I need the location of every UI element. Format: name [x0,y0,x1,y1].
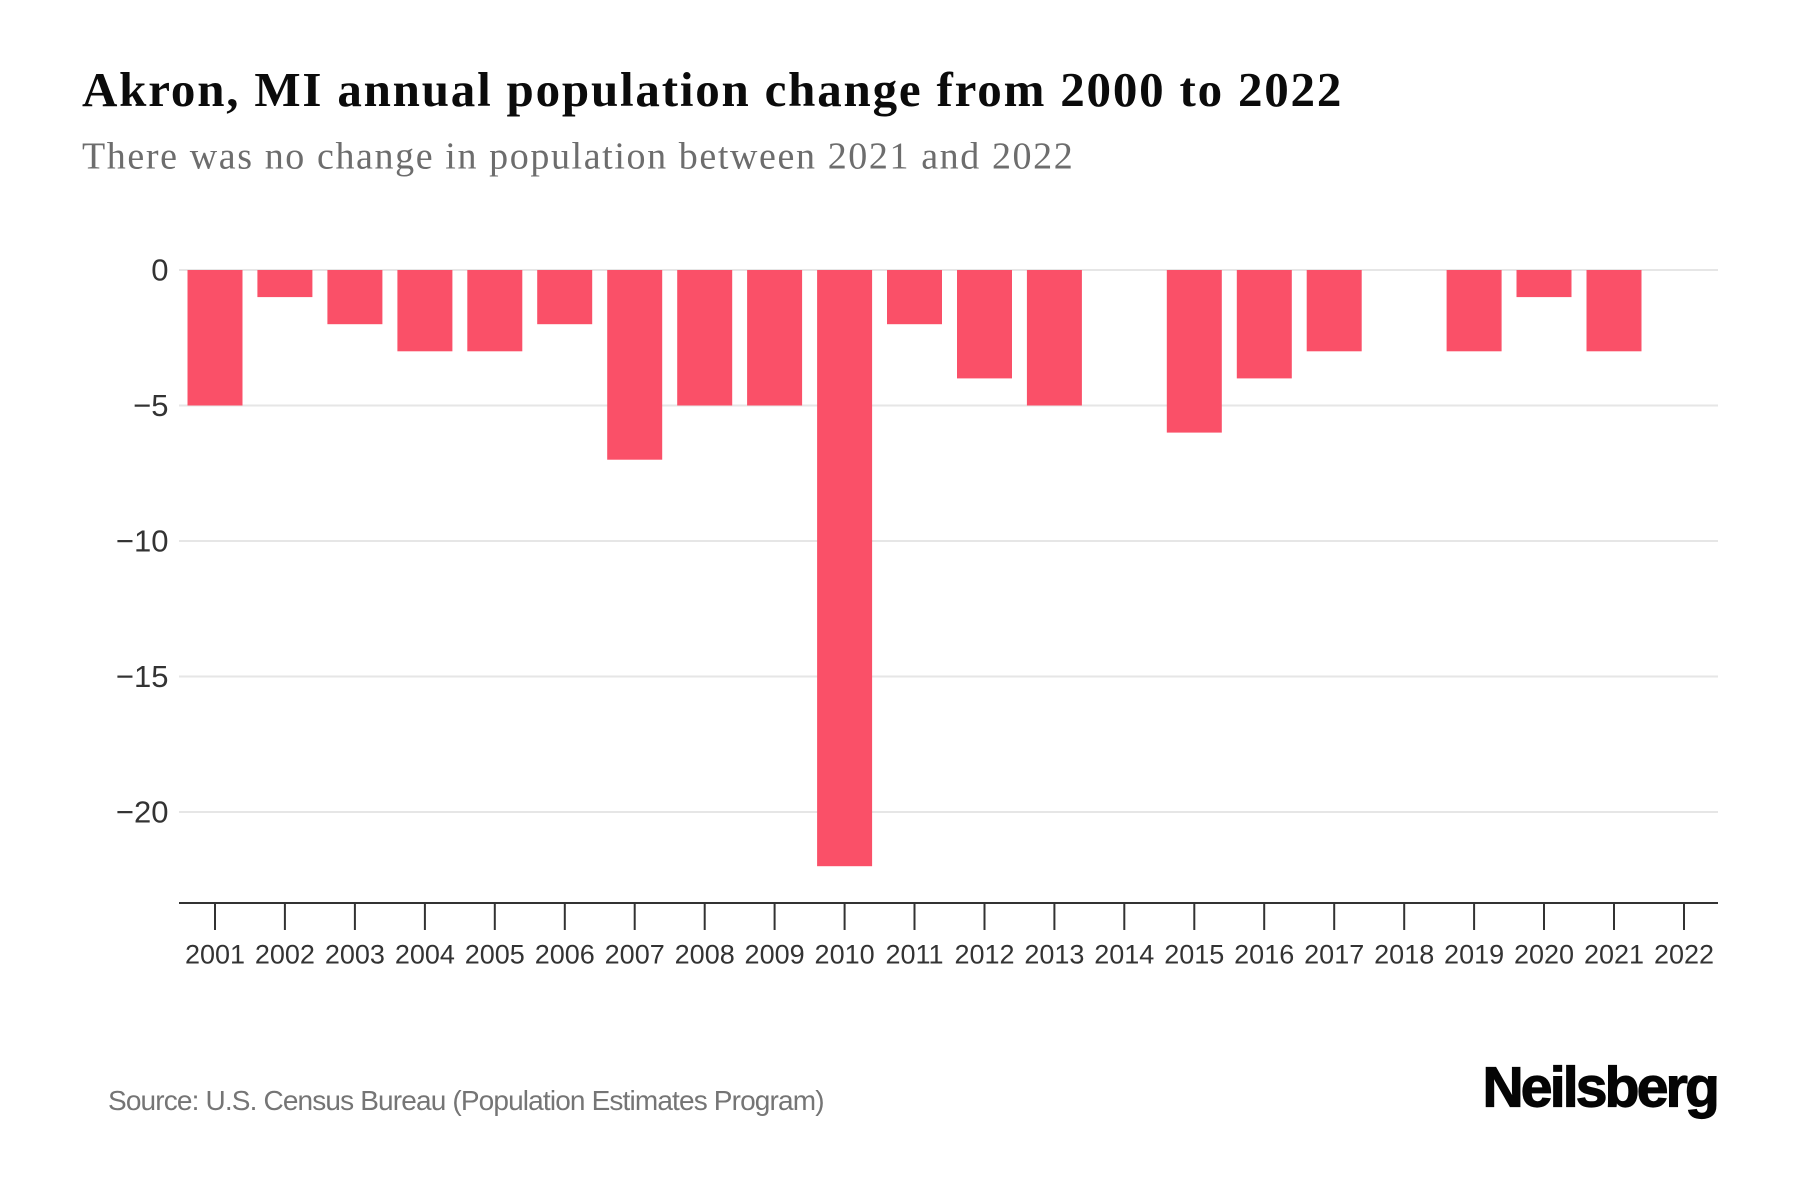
svg-text:2013: 2013 [1024,940,1084,970]
svg-text:2010: 2010 [815,940,875,970]
svg-text:2014: 2014 [1094,940,1154,970]
svg-text:Akron, MI annual population ch: Akron, MI annual population change from … [82,62,1343,117]
svg-text:Neilsberg: Neilsberg [1482,1056,1717,1120]
svg-text:2009: 2009 [745,940,805,970]
svg-text:2021: 2021 [1584,940,1644,970]
svg-text:Source: U.S. Census Bureau (Po: Source: U.S. Census Bureau (Population E… [108,1085,824,1116]
svg-text:2003: 2003 [325,940,385,970]
svg-text:2008: 2008 [675,940,735,970]
svg-text:2018: 2018 [1374,940,1434,970]
svg-text:2012: 2012 [954,940,1014,970]
svg-text:2019: 2019 [1444,940,1504,970]
svg-text:−20: −20 [116,794,169,829]
svg-text:There was no change in populat: There was no change in population betwee… [82,136,1074,178]
svg-text:2015: 2015 [1164,940,1224,970]
svg-text:2001: 2001 [185,940,245,970]
svg-text:0: 0 [151,252,168,287]
svg-text:2022: 2022 [1654,940,1714,970]
svg-text:2020: 2020 [1514,940,1574,970]
svg-text:2006: 2006 [535,940,595,970]
svg-text:2011: 2011 [885,940,943,970]
svg-text:2002: 2002 [255,940,315,970]
svg-text:2016: 2016 [1234,940,1294,970]
svg-text:2017: 2017 [1304,940,1364,970]
svg-text:−10: −10 [116,523,169,558]
svg-text:−15: −15 [116,659,169,694]
svg-text:2004: 2004 [395,940,455,970]
svg-text:2007: 2007 [605,940,665,970]
svg-text:−5: −5 [133,388,168,423]
svg-text:2005: 2005 [465,940,525,970]
